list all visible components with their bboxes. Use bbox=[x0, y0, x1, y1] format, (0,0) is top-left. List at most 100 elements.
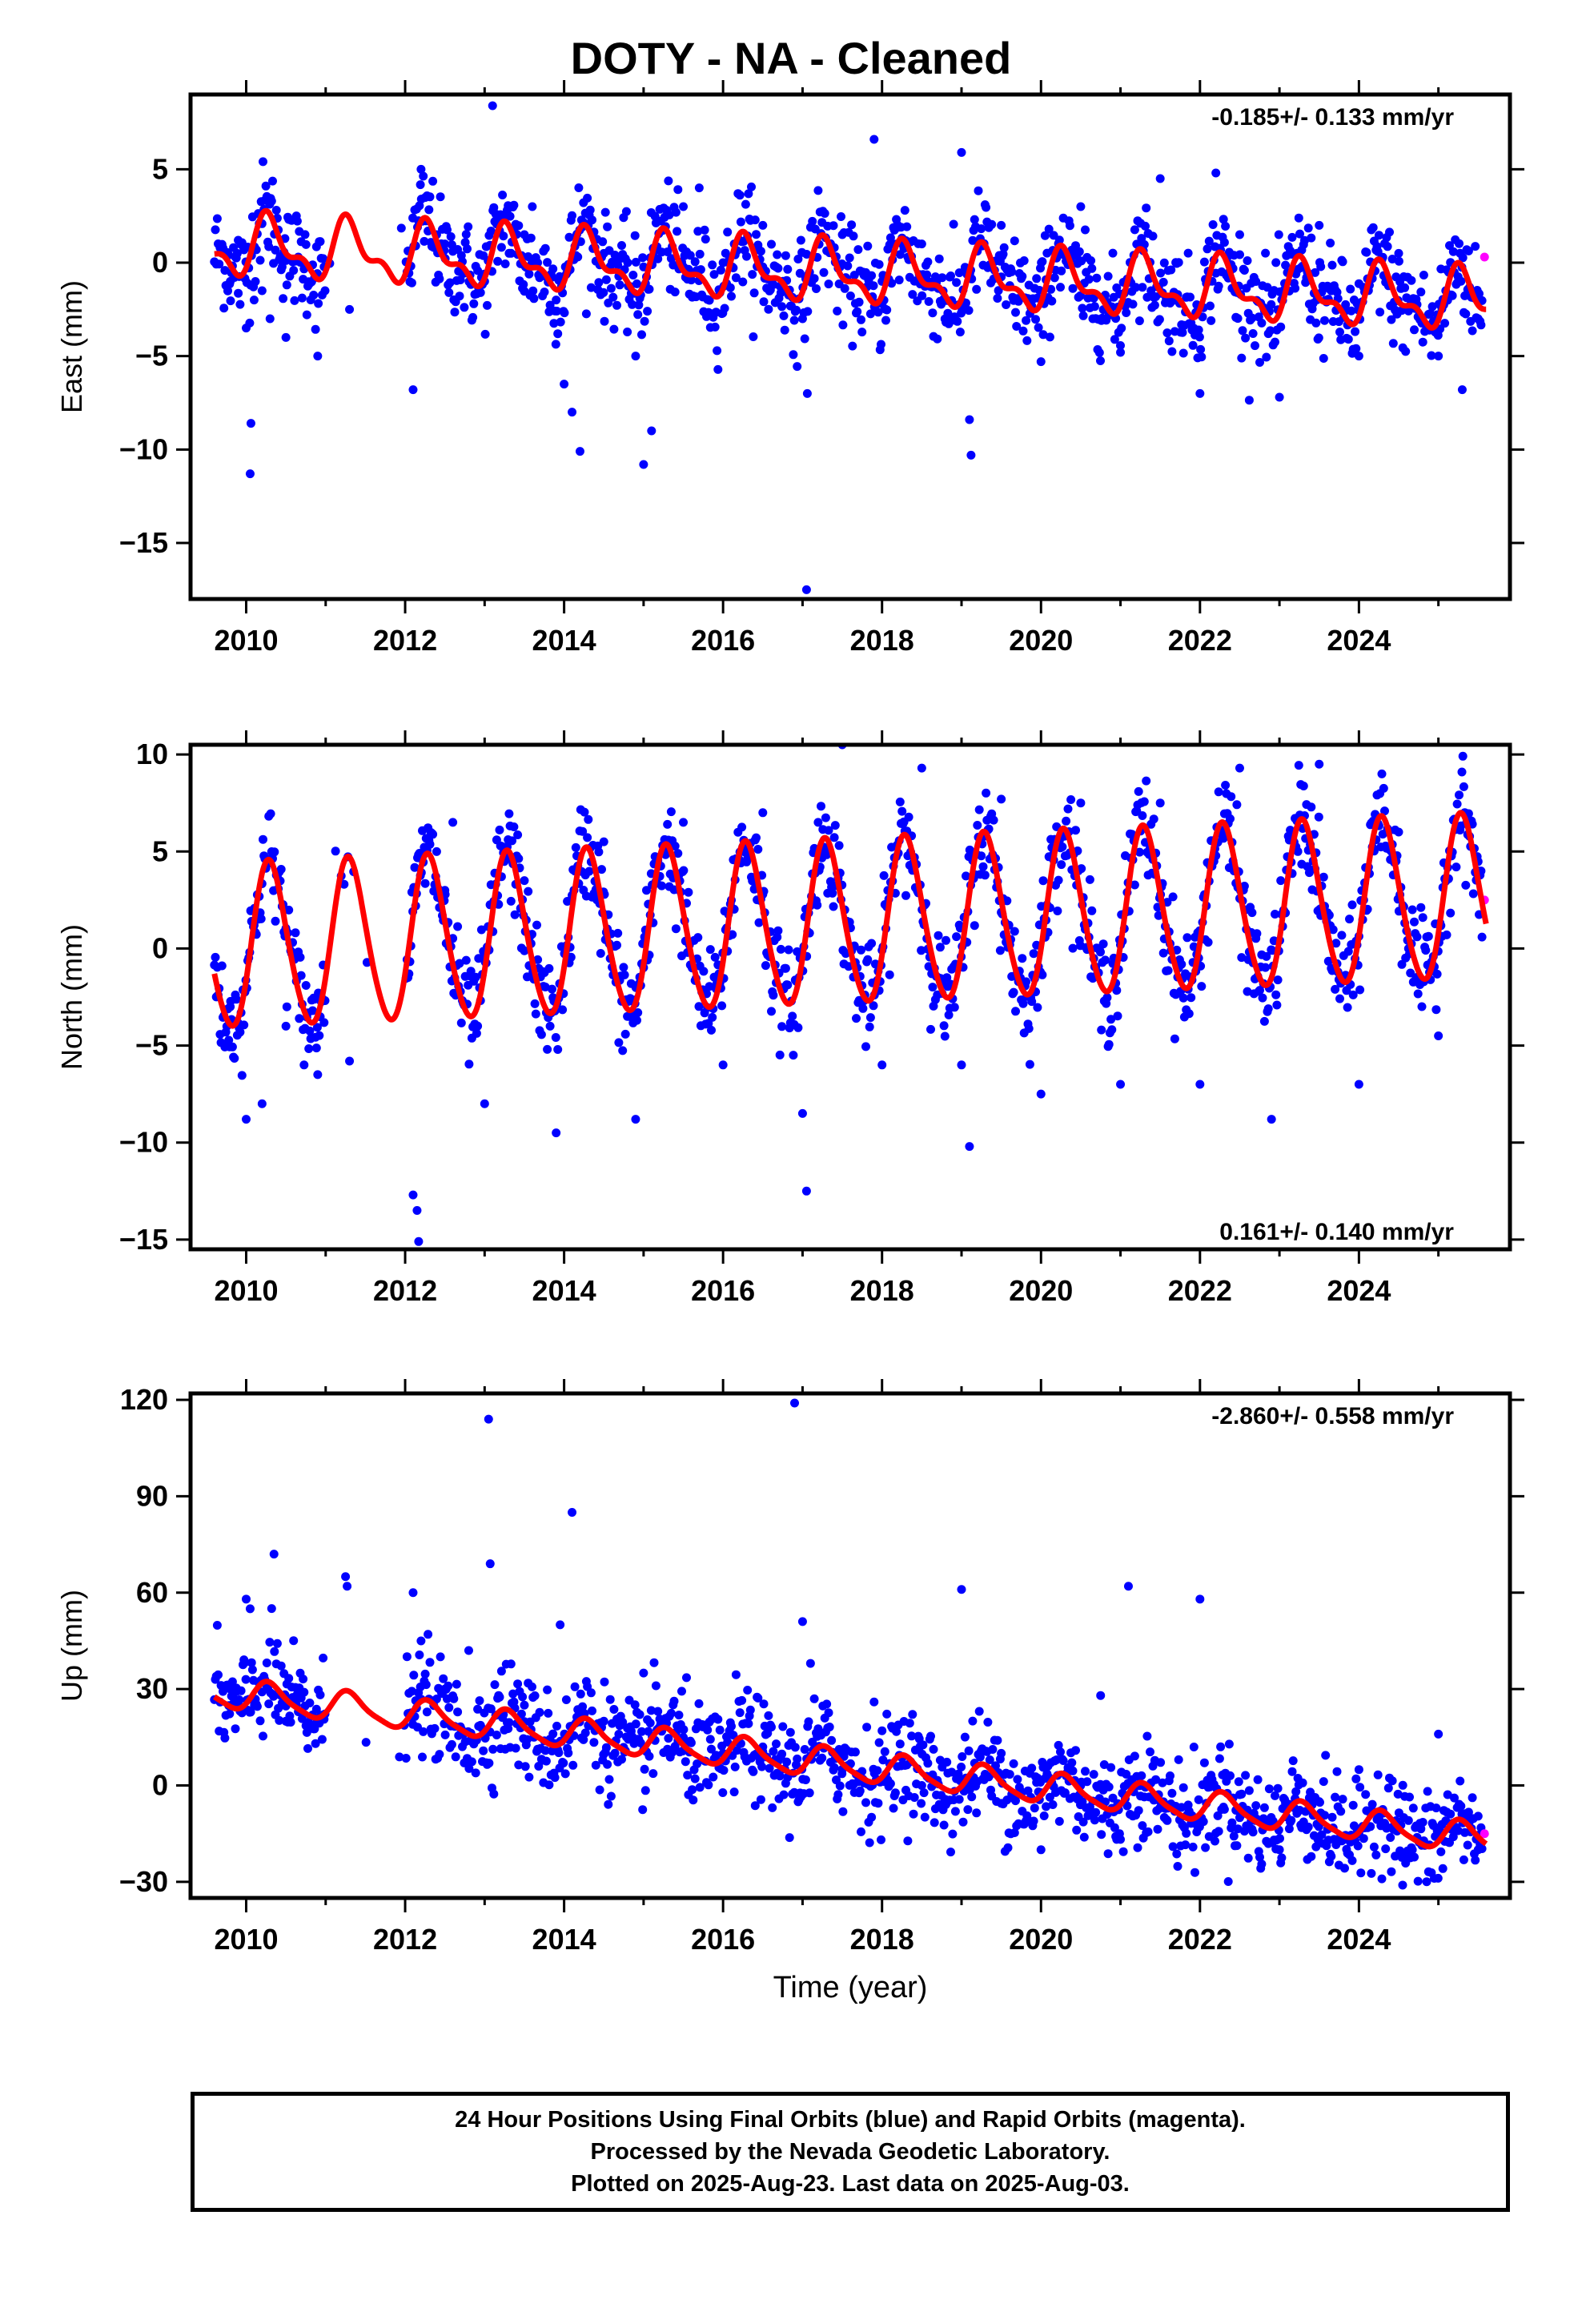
data-point bbox=[719, 1766, 729, 1775]
data-point bbox=[271, 245, 280, 255]
data-point bbox=[828, 888, 837, 898]
data-point bbox=[1271, 258, 1281, 267]
data-point bbox=[1243, 987, 1252, 996]
data-point bbox=[970, 215, 979, 224]
data-point bbox=[235, 300, 245, 309]
data-point-notable bbox=[1434, 1031, 1443, 1040]
data-point-notable bbox=[599, 1716, 608, 1726]
data-point bbox=[885, 1779, 895, 1788]
data-point bbox=[1030, 1803, 1039, 1813]
data-point-notable bbox=[1116, 348, 1126, 357]
x-tick-label: 2016 bbox=[691, 1923, 755, 1956]
data-point bbox=[1067, 1758, 1077, 1767]
data-point-notable bbox=[877, 1060, 887, 1070]
data-point bbox=[769, 1747, 778, 1756]
data-point bbox=[475, 1696, 484, 1706]
data-point bbox=[750, 1801, 760, 1811]
data-point bbox=[584, 814, 593, 824]
data-point bbox=[1317, 1830, 1327, 1839]
data-point bbox=[1050, 273, 1059, 283]
data-point bbox=[1271, 990, 1281, 999]
data-point bbox=[267, 1604, 276, 1614]
data-point bbox=[1148, 231, 1158, 241]
data-point bbox=[903, 1836, 913, 1846]
data-point bbox=[220, 266, 230, 275]
data-point bbox=[1266, 326, 1275, 336]
data-point bbox=[612, 940, 621, 950]
data-point-notable bbox=[1394, 827, 1403, 837]
data-point bbox=[804, 1717, 813, 1727]
data-point-notable bbox=[485, 1559, 495, 1569]
data-point bbox=[1393, 1789, 1403, 1799]
data-point-notable bbox=[917, 1781, 926, 1791]
data-point bbox=[1261, 963, 1271, 972]
data-point bbox=[1463, 1840, 1472, 1850]
data-point bbox=[586, 283, 596, 292]
rapid-orbit-point bbox=[1480, 1829, 1489, 1839]
data-point bbox=[938, 273, 947, 283]
data-point bbox=[1163, 966, 1173, 975]
data-point bbox=[930, 1818, 939, 1827]
data-point bbox=[1096, 947, 1105, 957]
data-point bbox=[618, 1718, 628, 1727]
data-point bbox=[783, 980, 793, 990]
data-point bbox=[444, 287, 454, 297]
data-point bbox=[1143, 1827, 1153, 1836]
data-point bbox=[749, 332, 758, 341]
data-point-notable bbox=[520, 876, 529, 886]
data-point bbox=[1385, 227, 1394, 237]
data-point bbox=[553, 329, 563, 339]
data-point-notable bbox=[440, 239, 450, 249]
data-point-notable bbox=[1473, 314, 1483, 324]
data-point bbox=[1356, 1868, 1366, 1878]
data-point-notable bbox=[997, 794, 1006, 804]
data-point bbox=[926, 1731, 935, 1741]
data-point bbox=[495, 1692, 504, 1702]
data-point bbox=[584, 866, 594, 876]
data-point-notable bbox=[257, 286, 267, 296]
data-point bbox=[1081, 225, 1090, 235]
data-point bbox=[1025, 1059, 1034, 1069]
data-point bbox=[645, 1719, 655, 1727]
data-point-notable bbox=[917, 239, 926, 249]
data-point bbox=[1264, 1784, 1274, 1794]
data-point bbox=[1263, 1004, 1273, 1014]
data-point bbox=[944, 319, 954, 328]
data-point bbox=[446, 232, 456, 241]
data-point bbox=[1291, 1787, 1301, 1796]
data-point bbox=[694, 1699, 704, 1708]
data-point bbox=[750, 215, 760, 225]
data-point bbox=[555, 271, 564, 281]
data-point bbox=[967, 1792, 977, 1802]
data-point bbox=[439, 1674, 448, 1683]
data-point-notable bbox=[520, 1700, 529, 1710]
data-point-notable bbox=[805, 1659, 815, 1668]
data-point bbox=[1104, 1782, 1114, 1791]
data-point bbox=[817, 1753, 827, 1763]
data-point bbox=[1244, 1786, 1254, 1795]
data-point bbox=[541, 1756, 551, 1766]
data-point bbox=[1237, 1789, 1247, 1799]
data-point bbox=[601, 275, 611, 284]
data-point bbox=[1174, 1755, 1183, 1764]
data-point bbox=[934, 254, 944, 263]
data-point bbox=[767, 1723, 776, 1732]
data-point bbox=[1184, 1009, 1194, 1019]
final-orbit-points bbox=[210, 101, 1487, 594]
data-point bbox=[1214, 1827, 1223, 1836]
data-point bbox=[1436, 1847, 1446, 1856]
data-point bbox=[435, 1750, 444, 1759]
data-point bbox=[923, 1759, 933, 1768]
data-point bbox=[1387, 315, 1396, 324]
data-point bbox=[395, 1752, 404, 1762]
data-point bbox=[1347, 306, 1356, 316]
data-point bbox=[848, 341, 857, 351]
data-point bbox=[1338, 1795, 1347, 1804]
data-point bbox=[994, 286, 1003, 296]
data-point bbox=[1010, 1828, 1019, 1838]
data-point bbox=[1456, 1801, 1466, 1811]
data-point bbox=[420, 236, 429, 246]
data-point bbox=[889, 1803, 898, 1813]
data-point bbox=[767, 1007, 776, 1016]
data-point bbox=[595, 1785, 604, 1795]
